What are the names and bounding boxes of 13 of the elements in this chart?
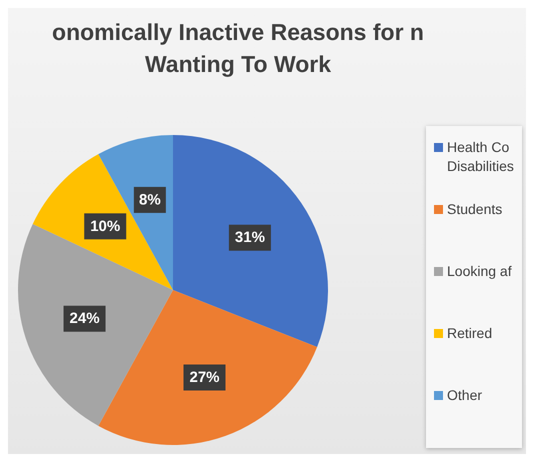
legend-label: Other bbox=[447, 386, 484, 405]
pie-slice bbox=[173, 135, 328, 348]
pie-slice bbox=[98, 290, 318, 445]
legend-label: Retired bbox=[447, 324, 494, 343]
data-label: 10% bbox=[90, 218, 120, 235]
legend-label: Looking af bbox=[447, 262, 513, 281]
data-label: 24% bbox=[70, 310, 100, 328]
data-label: 27% bbox=[189, 369, 220, 386]
chart-title: onomically Inactive Reasons for n Wanting To Work bbox=[51, 18, 425, 79]
legend-label: Students bbox=[447, 200, 504, 219]
data-label: 8% bbox=[139, 191, 161, 208]
legend-label: Health Co Disabilities bbox=[447, 138, 515, 176]
data-label: 31% bbox=[234, 229, 265, 246]
